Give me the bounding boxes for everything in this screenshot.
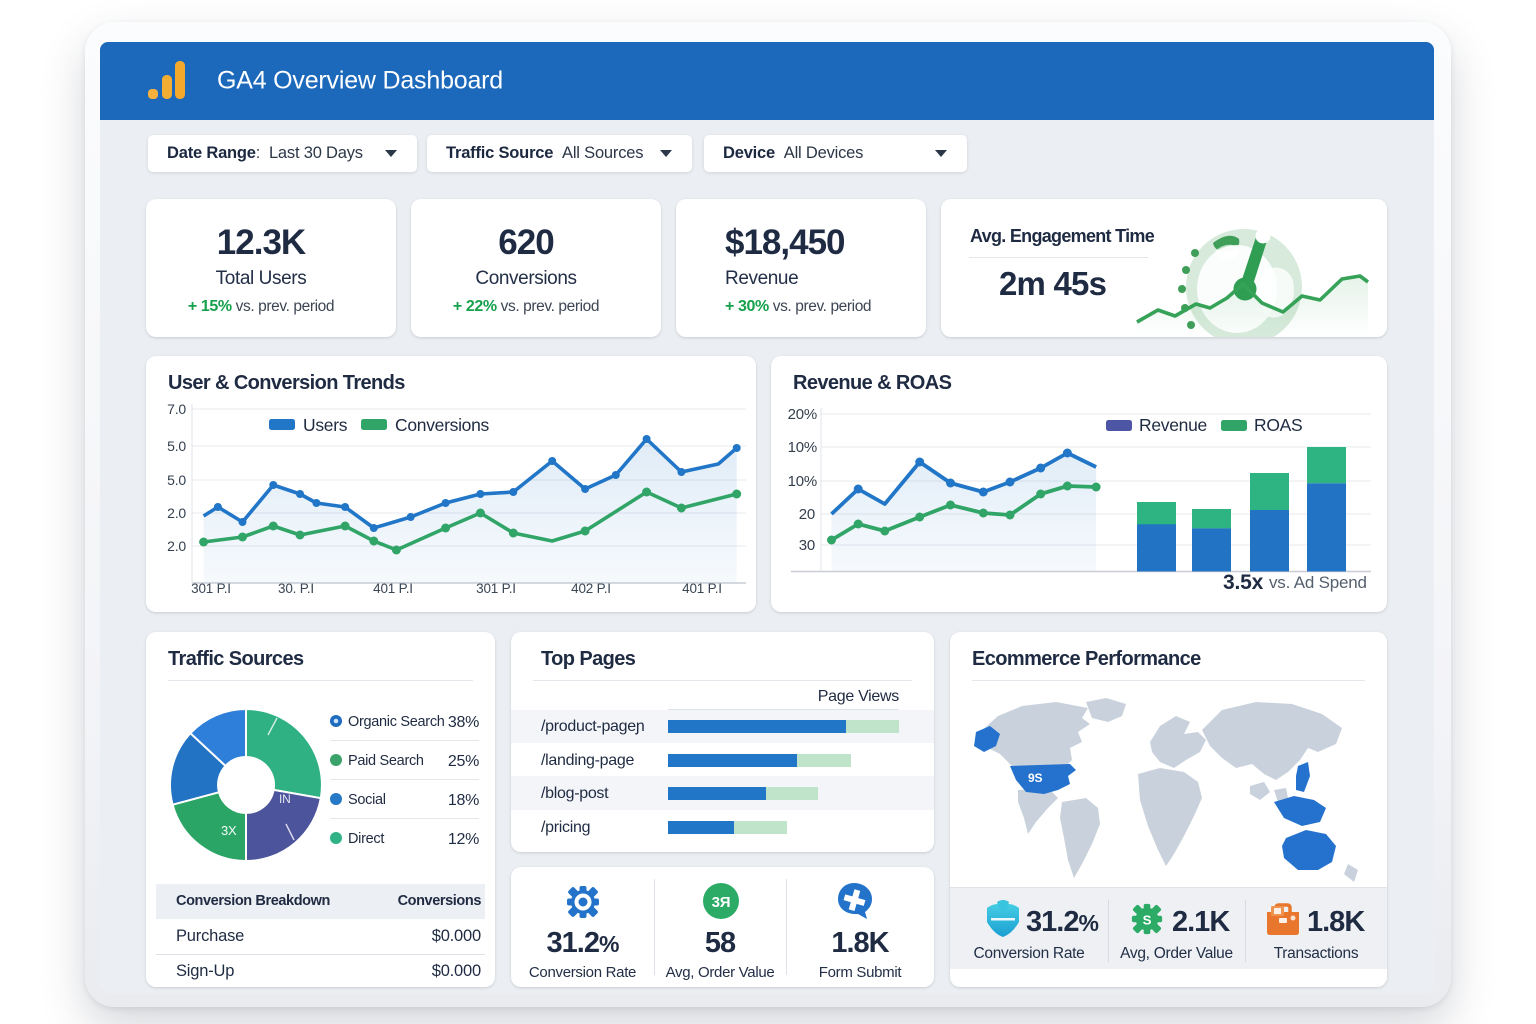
svg-text:9S: 9S [1028,771,1042,785]
svg-text:38%: 38% [448,714,479,731]
svg-text:Organic Search: Organic Search [348,714,445,730]
svg-text:10%: 10% [788,439,817,456]
svg-text:20%: 20% [788,406,817,423]
svg-text:Users: Users [303,415,348,435]
svg-text:401 P.I: 401 P.I [682,581,722,596]
svg-text:12%: 12% [448,831,479,848]
svg-text:IN: IN [279,792,291,806]
svg-text:301 P.I: 301 P.I [476,581,516,596]
svg-text:5.0: 5.0 [167,438,186,454]
svg-text:30. P.I: 30. P.I [278,581,314,596]
svg-text:Social: Social [348,792,386,808]
svg-text:Direct: Direct [348,831,384,847]
svg-text:301 P.I: 301 P.I [191,581,231,596]
svg-text:5.0: 5.0 [167,472,186,488]
svg-text:2.0: 2.0 [167,538,186,554]
svg-text:18%: 18% [448,792,479,809]
svg-text:2.0: 2.0 [167,505,186,521]
svg-text:Revenue: Revenue [1139,415,1207,435]
svg-text:vs. Ad Spend: vs. Ad Spend [1269,573,1367,592]
svg-text:10%: 10% [788,473,817,490]
svg-text:30: 30 [799,537,815,554]
svg-text:Paid Search: Paid Search [348,753,424,769]
svg-text:3.5x: 3.5x [1223,571,1264,594]
svg-text:Conversions: Conversions [395,415,490,435]
svg-text:3Я: 3Я [712,894,731,911]
svg-text:402 P.I: 402 P.I [571,581,611,596]
svg-text:ROAS: ROAS [1254,415,1302,435]
svg-text:S: S [1143,913,1152,928]
svg-text:20: 20 [799,506,815,523]
svg-text:401 P.I: 401 P.I [373,581,413,596]
svg-text:7.0: 7.0 [167,401,186,417]
svg-text:3X: 3X [221,823,237,838]
svg-text:25%: 25% [448,753,479,770]
